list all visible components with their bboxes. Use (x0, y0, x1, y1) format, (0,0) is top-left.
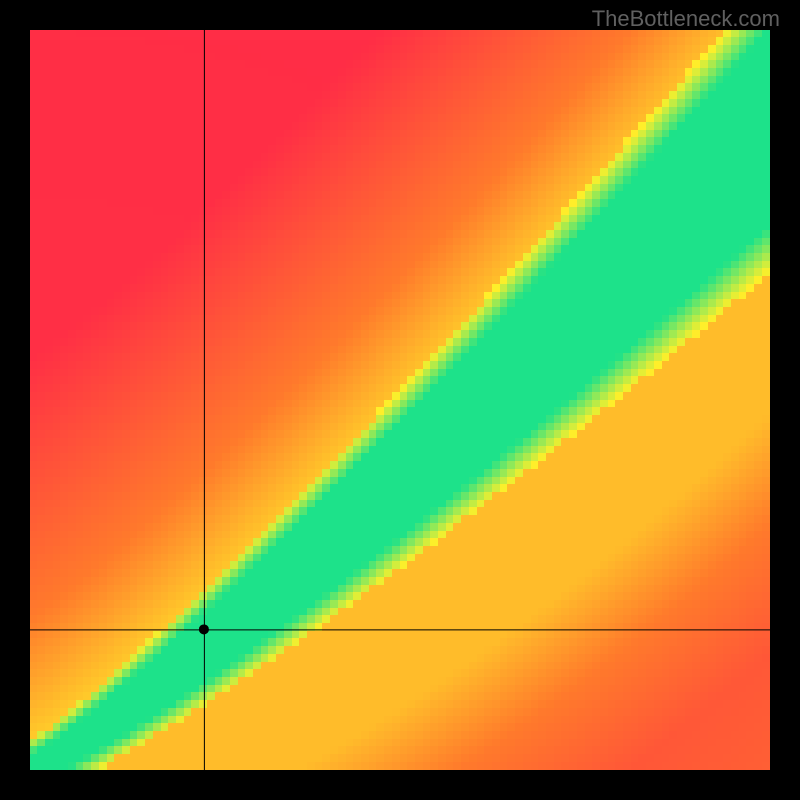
plot-area (30, 30, 770, 770)
watermark-text: TheBottleneck.com (592, 6, 780, 32)
chart-container: TheBottleneck.com (0, 0, 800, 800)
heatmap-canvas (30, 30, 770, 770)
